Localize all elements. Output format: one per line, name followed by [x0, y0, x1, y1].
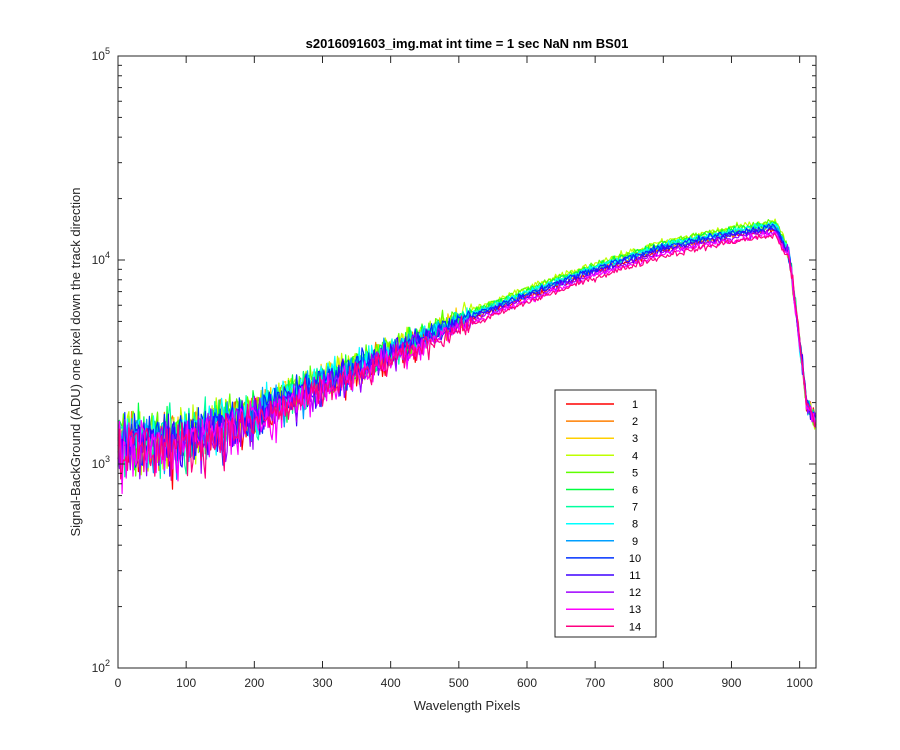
legend-label-13: 13: [629, 604, 641, 616]
series-line-12: [117, 230, 817, 480]
series-layer: [117, 218, 817, 495]
plot-frame: [117, 55, 817, 669]
plot-background: [118, 56, 816, 668]
x-tick-label: 1000: [786, 676, 813, 690]
x-tick-label: 500: [449, 676, 469, 690]
legend-box: [554, 389, 657, 638]
x-tick-label: 900: [721, 676, 741, 690]
y-tick-label: 103: [92, 454, 110, 471]
x-tick-label: 700: [585, 676, 605, 690]
legend-label-12: 12: [629, 587, 641, 599]
legend-label-2: 2: [632, 416, 638, 428]
legend-label-9: 9: [632, 536, 638, 548]
legend-label-11: 11: [629, 570, 640, 582]
y-axis-label: Signal-BackGround (ADU) one pixel down t…: [68, 187, 83, 536]
x-tick-label: 400: [381, 676, 401, 690]
x-tick-label: 600: [517, 676, 537, 690]
legend-label-10: 10: [629, 553, 641, 565]
x-tick-label: 200: [244, 676, 264, 690]
legend-label-14: 14: [629, 621, 641, 633]
chart-title: s2016091603_img.mat int time = 1 sec NaN…: [306, 36, 629, 51]
x-tick-label: 100: [176, 676, 196, 690]
x-tick-label: 300: [312, 676, 332, 690]
legend-label-3: 3: [632, 433, 638, 445]
legend-label-8: 8: [632, 519, 638, 531]
x-axis-ticks: 0 100 200 300 400 500 600 700 800 900 1000: [115, 56, 813, 690]
x-tick-label: 0: [115, 676, 122, 690]
y-tick-label: 104: [92, 250, 110, 267]
y-tick-label: 102: [92, 658, 110, 675]
y-tick-label: 105: [92, 46, 110, 63]
series-line-14: [117, 233, 817, 481]
legend-label-5: 5: [632, 467, 638, 479]
legend-label-7: 7: [632, 502, 638, 514]
x-axis-label: Wavelength Pixels: [414, 698, 521, 713]
legend-label-6: 6: [632, 485, 638, 497]
x-tick-label: 800: [653, 676, 673, 690]
legend-label-4: 4: [632, 450, 638, 462]
legend-label-1: 1: [632, 399, 638, 411]
